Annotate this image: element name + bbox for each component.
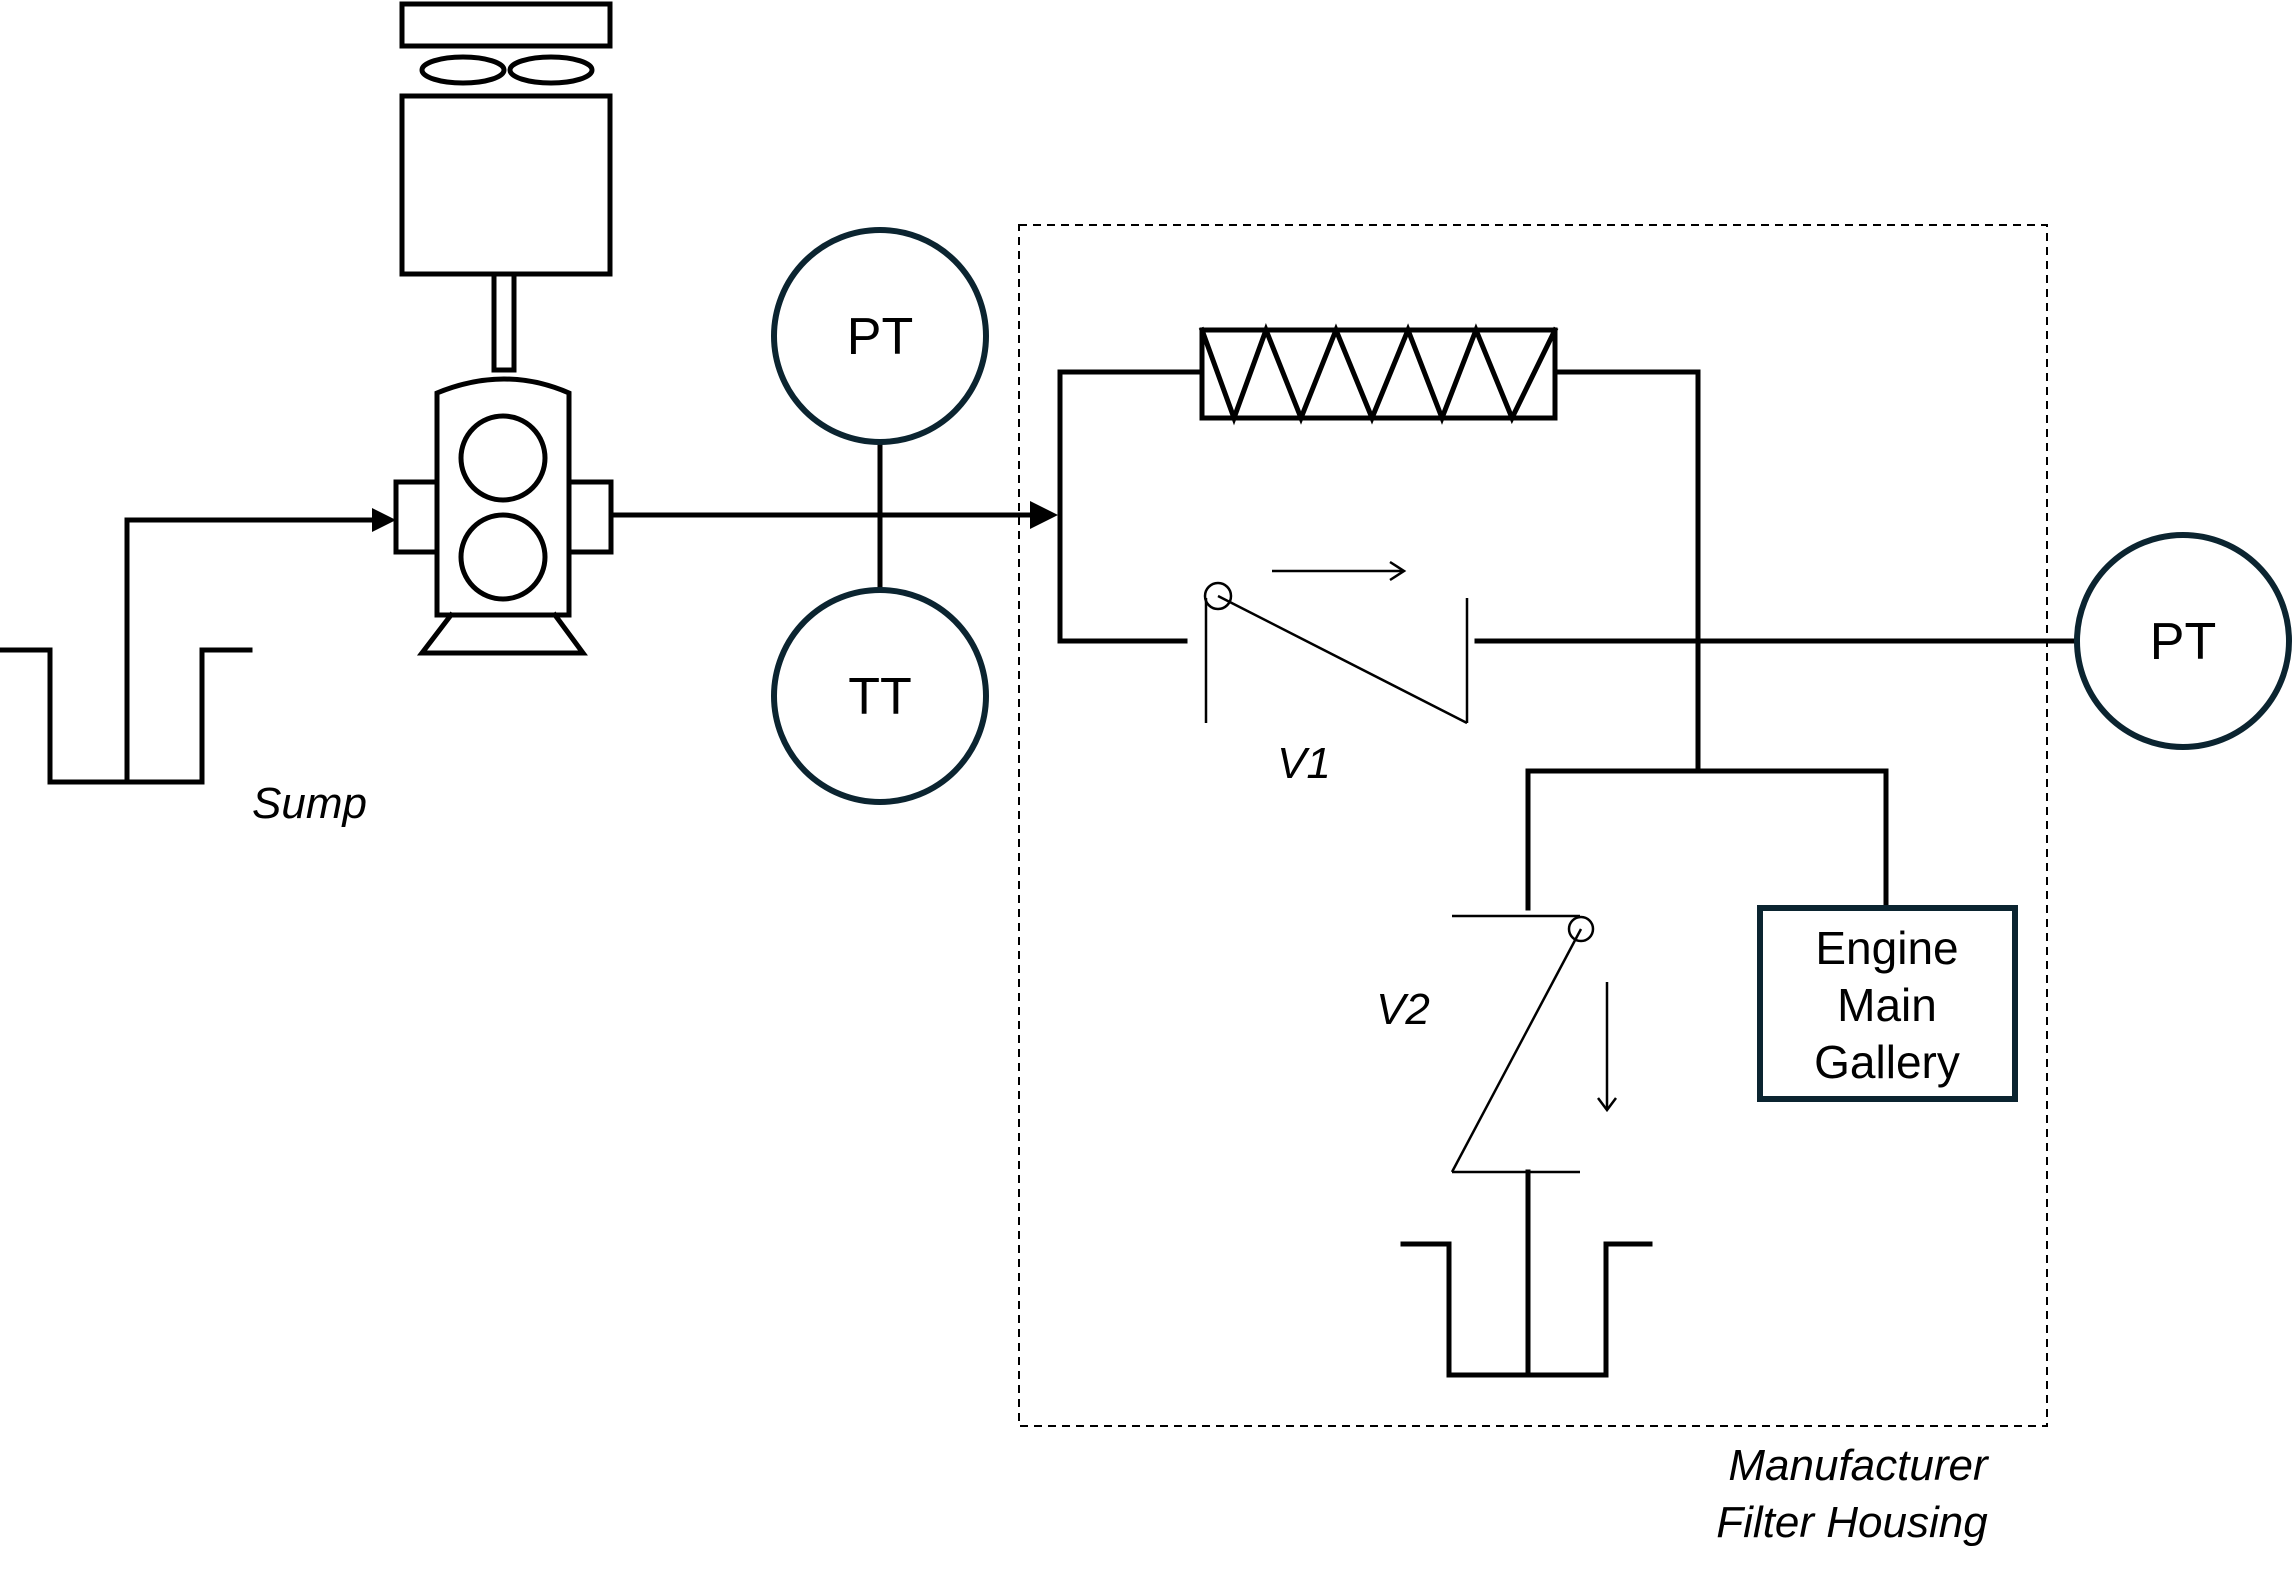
v1-label: V1 bbox=[1277, 739, 1331, 788]
engine-label-line2: Main bbox=[1837, 979, 1937, 1031]
engine-label-line1: Engine bbox=[1815, 922, 1958, 974]
sump-label: Sump bbox=[252, 779, 367, 828]
pump-inlet-arrow bbox=[372, 508, 396, 532]
engine-label-line3: Gallery bbox=[1814, 1036, 1960, 1088]
filter-housing-boundary bbox=[1018, 224, 2048, 1427]
inlet-manifold bbox=[1057, 369, 1205, 644]
pt-outlet-label: PT bbox=[2150, 613, 2216, 671]
housing-label-line2: Filter Housing bbox=[1716, 1498, 1988, 1547]
engine-main-gallery bbox=[1757, 905, 2018, 1102]
discharge-arrow bbox=[1030, 501, 1058, 529]
distribution-branch bbox=[1525, 768, 1889, 911]
valve-v1 bbox=[1203, 560, 1469, 725]
valve-v2 bbox=[1450, 914, 1617, 1174]
housing-label-line1: Manufacturer bbox=[1728, 1441, 1990, 1490]
pt-inlet-label: PT bbox=[847, 308, 913, 366]
v2-label: V2 bbox=[1376, 985, 1430, 1034]
pressure-transmitter-outlet bbox=[2074, 532, 2292, 750]
filter-outlet-line bbox=[1552, 369, 1701, 774]
sump-tank bbox=[0, 508, 396, 785]
motor bbox=[399, 1, 613, 373]
drain-tank bbox=[1400, 1169, 1653, 1378]
temperature-transmitter bbox=[771, 587, 989, 805]
gear-pump bbox=[393, 376, 614, 656]
pressure-transmitter-inlet bbox=[771, 227, 989, 445]
filter-element bbox=[1198, 322, 1559, 426]
tt-label: TT bbox=[848, 668, 912, 726]
